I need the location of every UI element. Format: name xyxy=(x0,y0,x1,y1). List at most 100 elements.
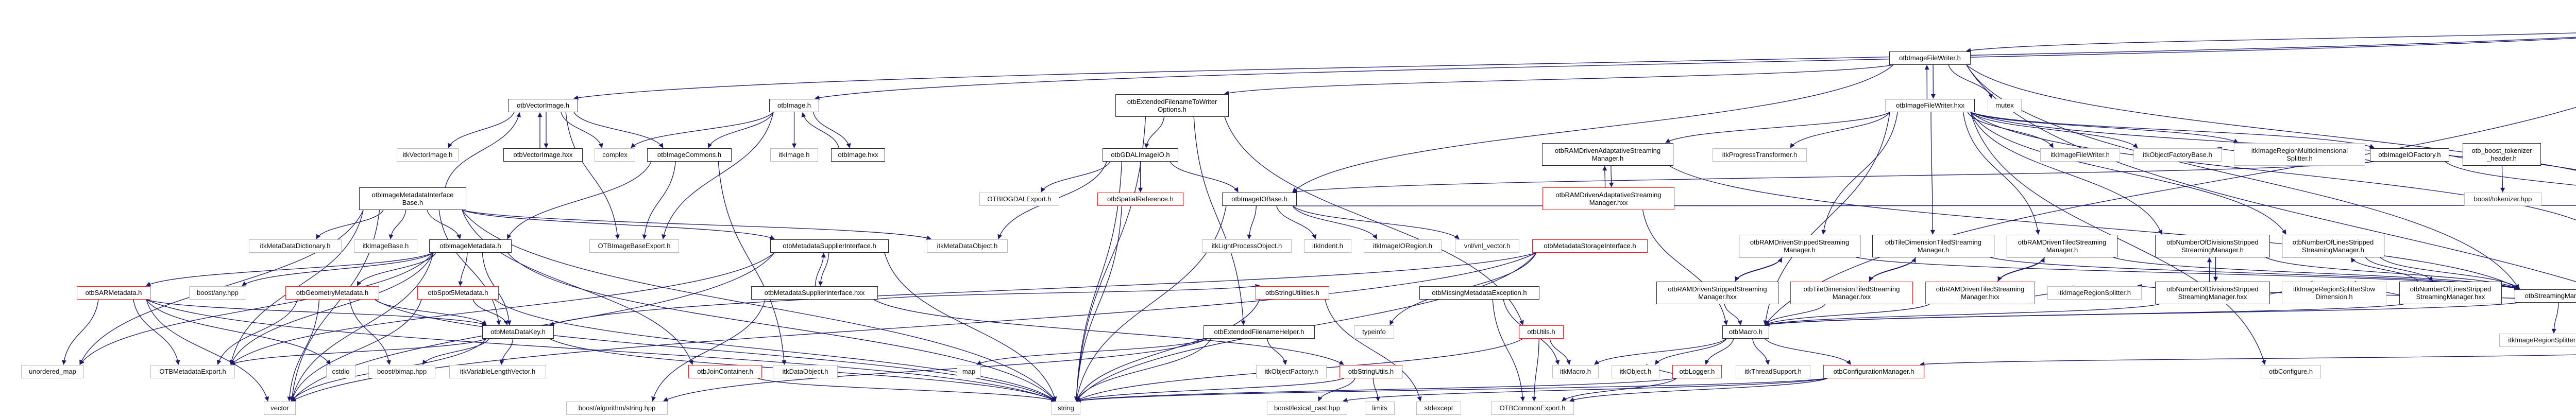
edge-str_utilities-to-string xyxy=(1076,299,1260,402)
node-vnl-vector[interactable]: vnl/vnl_vector.h xyxy=(1455,239,1519,253)
node-geom-meta[interactable]: otbGeometryMetadata.h xyxy=(285,286,379,300)
node-itk-data-obj[interactable]: itkDataObject.h xyxy=(773,365,838,378)
node-complex[interactable]: complex xyxy=(595,148,635,162)
node-tile-dim-h[interactable]: otbTileDimensionTiledStreaming Manager.h xyxy=(1872,235,1994,257)
node-ifw-hxx[interactable]: otbImageFileWriter.hxx xyxy=(1886,99,1975,112)
node-progress-tr[interactable]: itkProgressTransformer.h xyxy=(1713,148,1807,162)
edge-img_meta-to-geom_meta xyxy=(357,252,436,286)
node-meta-supplier-hxx[interactable]: otbMetadataSupplierInterface.hxx xyxy=(751,286,878,300)
node-map[interactable]: map xyxy=(957,365,981,378)
node-logger[interactable]: otbLogger.h xyxy=(1672,365,1722,378)
node-meta-dict[interactable]: itkMetaDataDictionary.h xyxy=(249,239,342,253)
node-streaming-mgr-h[interactable]: otbStreamingManager.h xyxy=(2515,289,2576,303)
node-num-div-stripped-h[interactable]: otbNumberOfDivisionsStripped StreamingMa… xyxy=(2155,235,2270,257)
node-string[interactable]: string xyxy=(1052,402,1080,415)
node-itk-img[interactable]: itkImage.h xyxy=(770,148,818,162)
edge-num_lines_hxx-to-num_lines_h xyxy=(2351,257,2419,282)
node-macro[interactable]: otbMacro.h xyxy=(1722,325,1769,339)
node-boost-lexical[interactable]: boost/lexical_cast.hpp xyxy=(1267,402,1347,415)
node-vec-img-hxx[interactable]: otbVectorImage.hxx xyxy=(503,148,583,162)
node-spatial-ref[interactable]: otbSpatialReference.h xyxy=(1097,193,1183,206)
node-img-base-exp[interactable]: OTBImageBaseExport.h xyxy=(589,239,679,253)
node-boost-any[interactable]: boost/any.hpp xyxy=(189,286,246,300)
node-io-factory[interactable]: otbImageIOFactory.h xyxy=(2370,148,2449,162)
node-vector[interactable]: vector xyxy=(264,402,296,415)
node-itk-obj-factory[interactable]: itkObjectFactory.h xyxy=(1256,365,1327,378)
edge-utils-to-itk_macro xyxy=(1549,338,1571,365)
node-ram-adapt-h[interactable]: otbRAMDrivenAdaptativeStreaming Manager.… xyxy=(1542,143,1673,166)
node-ifw-h[interactable]: otbImageFileWriter.h xyxy=(1889,51,1971,65)
node-unordered-map[interactable]: unordered_map xyxy=(21,365,84,378)
node-img-commons[interactable]: otbImageCommons.h xyxy=(647,148,732,162)
node-typeinfo[interactable]: typeinfo xyxy=(1354,325,1394,339)
node-efw-opts[interactable]: otbExtendedFilenameToWriter Options.h xyxy=(1115,94,1229,117)
edge-sar_meta-to-unordered_map xyxy=(61,299,99,365)
node-stdexcept[interactable]: stdexcept xyxy=(1416,402,1461,415)
edge-ifw_hxx-to-num_div_stripped_h xyxy=(1970,112,2163,235)
node-itk-macro[interactable]: itkMacro.h xyxy=(1552,365,1599,378)
node-indent[interactable]: itkIndent.h xyxy=(1304,239,1351,253)
node-tile-dim-hxx[interactable]: otbTileDimensionTiledStreaming Manager.h… xyxy=(1790,282,1913,304)
node-ram-adapt-hxx[interactable]: otbRAMDrivenAdaptativeStreaming Manager.… xyxy=(1543,187,1674,210)
node-ram-tiled-hxx[interactable]: otbRAMDrivenTiledStreaming Manager.hxx xyxy=(1925,282,2035,304)
node-region-splitter[interactable]: itkImageRegionSplitter.h xyxy=(2047,286,2142,300)
node-itk-img-base[interactable]: itkImageBase.h xyxy=(354,239,417,253)
edge-meta_key-to-boost_bimap xyxy=(422,338,489,365)
node-meta-export[interactable]: OTBMetadataExport.h xyxy=(150,365,235,378)
node-meta-data-obj[interactable]: itkMetaDataObject.h xyxy=(927,239,1008,253)
node-meta-storage[interactable]: otbMetadataStorageInterface.h xyxy=(1532,239,1648,253)
node-cstdio[interactable]: cstdio xyxy=(326,365,355,378)
node-boost-tokenizer[interactable]: boost/tokenizer.hpp xyxy=(2464,193,2541,206)
node-utils[interactable]: otbUtils.h xyxy=(1519,325,1564,339)
node-itk-object[interactable]: itkObject.h xyxy=(1612,365,1659,378)
edge-ifw_hxx-to-ram_tiled_h xyxy=(1962,112,2040,235)
edge-config_mgr-to-boost_lexical xyxy=(1343,378,1828,403)
node-ext-fn-helper[interactable]: otbExtendedFilenameHelper.h xyxy=(1204,325,1315,339)
node-limits[interactable]: limits xyxy=(1365,402,1395,415)
node-itk-vec-img[interactable]: itkVectorImage.h xyxy=(397,148,459,162)
node-gdal-io[interactable]: otbGDALImageIO.h xyxy=(1103,148,1178,162)
node-itk-ifw[interactable]: itkImageFileWriter.h xyxy=(2040,148,2120,162)
node-meta-supplier[interactable]: otbMetadataSupplierInterface.h xyxy=(770,239,889,253)
node-multidim-split[interactable]: itkImageRegionMultidimensional Splitter.… xyxy=(2234,143,2365,166)
node-string-utils[interactable]: otbStringUtils.h xyxy=(1340,365,1402,378)
edge-vec_img-to-img_base_exp xyxy=(565,112,620,239)
edge-ifw_hxx-to-multidim_split xyxy=(1970,112,2239,143)
node-io-region[interactable]: itkImageIORegion.h xyxy=(1364,239,1442,253)
node-splitter-base[interactable]: itkImageRegionSplitterBase.h xyxy=(2499,334,2576,347)
node-meta-key[interactable]: otbMetaDataKey.h xyxy=(482,325,554,339)
edge-num_div_stripped_hxx-to-macro xyxy=(1765,304,2160,326)
node-io-base[interactable]: otbImageIOBase.h xyxy=(1222,193,1297,206)
node-light-po[interactable]: itkLightProcessObject.h xyxy=(1202,239,1292,253)
node-num-div-stripped-hxx[interactable]: otbNumberOfDivisionsStripped StreamingMa… xyxy=(2155,282,2270,304)
node-spot5[interactable]: otbSpot5Metadata.h xyxy=(417,286,499,300)
node-configure[interactable]: otbConfigure.h xyxy=(2261,365,2321,378)
node-num-lines-h[interactable]: otbNumberOfLinesStripped StreamingManage… xyxy=(2282,235,2384,257)
edge-macro-to-thread_support xyxy=(1752,338,1770,365)
node-ram-stripped-hxx[interactable]: otbRAMDrivenStrippedStreaming Manager.hx… xyxy=(1656,282,1778,304)
edge-root-to-img_h xyxy=(815,38,2576,100)
node-config-mgr[interactable]: otbConfigurationManager.h xyxy=(1823,365,1924,378)
node-join-container[interactable]: otbJoinContainer.h xyxy=(688,365,762,378)
node-str-utilities[interactable]: otbStringUtilities.h xyxy=(1256,286,1329,300)
node-sar-meta[interactable]: otbSARMetadata.h xyxy=(77,286,150,300)
node-thread-support[interactable]: itkThreadSupport.h xyxy=(1736,365,1810,378)
node-boost-bimap[interactable]: boost/bimap.hpp xyxy=(368,365,435,378)
node-var-len-vec[interactable]: itkVariableLengthVector.h xyxy=(449,365,546,378)
node-common-export[interactable]: OTBCommonExport.h xyxy=(1491,402,1574,415)
node-num-lines-hxx[interactable]: otbNumberOfLinesStripped StreamingManage… xyxy=(2399,282,2502,304)
node-vec-img[interactable]: otbVectorImage.h xyxy=(508,99,578,112)
node-ram-stripped-h[interactable]: otbRAMDrivenStrippedStreaming Manager.h xyxy=(1739,235,1860,257)
node-iogdal-exp[interactable]: OTBIOGDALExport.h xyxy=(979,193,1059,206)
node-mutex[interactable]: mutex xyxy=(1988,99,2022,112)
node-img-hxx[interactable]: otbImage.hxx xyxy=(831,148,885,162)
node-img-h[interactable]: otbImage.h xyxy=(769,99,819,112)
node-boost-algo-string[interactable]: boost/algorithm/string.hpp xyxy=(566,402,668,415)
node-splitter-slow[interactable]: itkImageRegionSplitterSlow Dimension.h xyxy=(2282,282,2386,304)
node-missing-meta[interactable]: otbMissingMetadataException.h xyxy=(1419,286,1539,300)
node-ram-tiled-h[interactable]: otbRAMDrivenTiledStreaming Manager.h xyxy=(2007,235,2117,257)
node-imi-base[interactable]: otbImageMetadataInterface Base.h xyxy=(359,187,466,210)
node-itk-obj-factory-base[interactable]: itkObjectFactoryBase.h xyxy=(2133,148,2222,162)
node-boost-tok-hdr[interactable]: otb_boost_tokenizer _header.h xyxy=(2463,143,2541,166)
node-img-meta[interactable]: otbImageMetadata.h xyxy=(429,239,512,253)
